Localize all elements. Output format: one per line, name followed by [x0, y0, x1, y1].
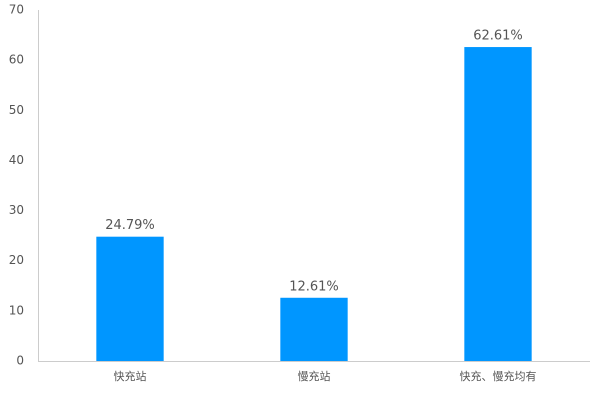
value-label: 62.61%: [473, 29, 523, 44]
bar: [464, 47, 532, 361]
x-tick-label: 慢充站: [298, 369, 331, 383]
x-tick-label: 快充、慢充均有: [460, 369, 537, 383]
y-tick-label: 20: [9, 253, 24, 267]
y-tick-label: 30: [9, 203, 24, 217]
y-tick-label: 40: [9, 153, 24, 167]
bar: [96, 236, 164, 361]
y-tick-label: 70: [9, 3, 24, 17]
bar: [280, 297, 348, 361]
value-label: 12.61%: [289, 279, 339, 294]
x-tick-label: 快充站: [114, 369, 147, 383]
value-label: 24.79%: [105, 218, 155, 233]
y-tick-label: 50: [9, 103, 24, 117]
y-tick-label: 10: [9, 303, 24, 317]
y-tick-label: 0: [16, 354, 24, 368]
y-tick-label: 60: [9, 53, 24, 67]
